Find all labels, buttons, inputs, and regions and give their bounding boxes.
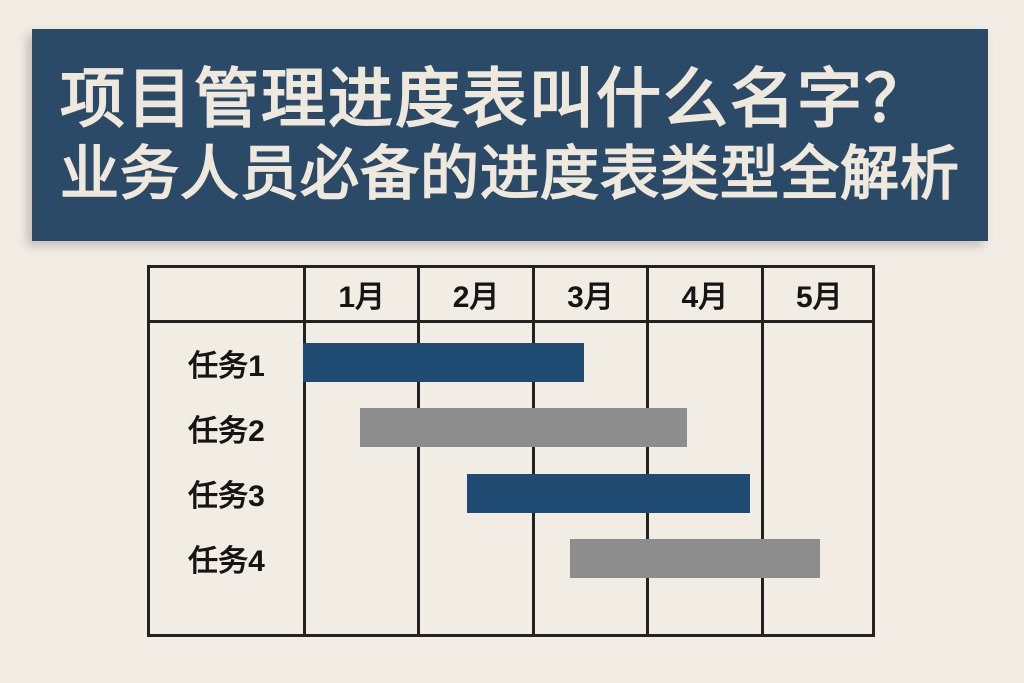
task-label-1: 任务1	[188, 349, 265, 383]
gantt-bar-4	[569, 538, 821, 578]
task-label-2: 任务2	[188, 414, 265, 448]
month-header-4: 4月	[681, 281, 729, 314]
gantt-table: 1月 2月 3月 4月 5月任务1 任务2 任务3 任务4	[147, 265, 875, 637]
gantt-vertical-gridline	[646, 268, 650, 634]
title-line-1: 项目管理进度表叫什么名字？	[60, 61, 932, 135]
month-header-5: 5月	[795, 281, 843, 314]
gantt-header-separator	[150, 320, 872, 323]
task-label-3: 任务3	[188, 480, 265, 514]
task-label-4: 任务4	[188, 545, 265, 579]
month-header-2: 2月	[452, 281, 500, 314]
gantt-bar-3	[466, 473, 751, 513]
gantt-vertical-gridline	[417, 268, 421, 634]
month-header-3: 3月	[567, 281, 614, 314]
gantt-vertical-gridline	[303, 268, 306, 634]
gantt-vertical-gridline	[760, 268, 764, 634]
title-banner: 项目管理进度表叫什么名字？ 业务人员必备的进度表类型全解析	[32, 29, 988, 241]
gantt-bar-2	[360, 408, 688, 448]
title-line-2: 业务人员必备的进度表类型全解析	[60, 141, 961, 208]
month-header-1: 1月	[338, 281, 386, 314]
gantt-vertical-gridline	[531, 268, 535, 634]
gantt-bar-1	[303, 343, 585, 382]
